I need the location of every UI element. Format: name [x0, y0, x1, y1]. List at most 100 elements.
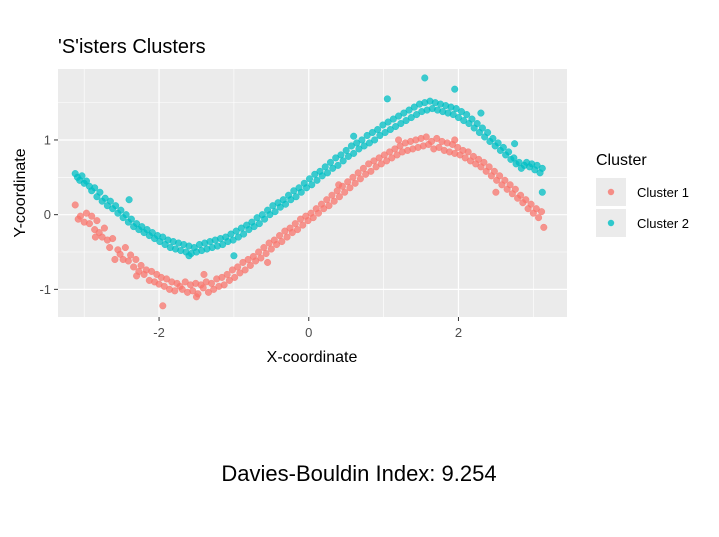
data-point-cluster-2 — [360, 142, 368, 150]
data-point-cluster-1 — [262, 250, 270, 258]
data-point-cluster-1 — [85, 220, 93, 228]
data-point-cluster-1 — [344, 178, 352, 186]
data-point-cluster-1 — [100, 224, 108, 232]
data-point-cluster-1 — [475, 155, 483, 163]
data-point-cluster-1 — [124, 257, 132, 265]
legend-marker-cluster-1 — [607, 188, 615, 196]
data-point-cluster-2 — [297, 188, 305, 196]
data-point-cluster-1 — [354, 169, 362, 177]
data-point-cluster-1 — [506, 181, 514, 189]
data-point-cluster-1 — [234, 263, 242, 271]
data-point-cluster-2 — [321, 163, 329, 171]
data-point-cluster-2 — [457, 108, 465, 116]
data-point-cluster-2 — [250, 223, 258, 231]
data-point-cluster-1 — [264, 258, 272, 266]
data-point-cluster-2 — [122, 211, 130, 219]
data-point-cluster-1 — [148, 267, 156, 275]
data-point-cluster-1 — [435, 143, 443, 151]
data-point-cluster-2 — [477, 109, 485, 117]
data-point-cluster-2 — [350, 149, 358, 157]
data-point-cluster-2 — [318, 172, 326, 180]
data-point-cluster-1 — [160, 282, 168, 290]
data-point-cluster-2 — [451, 85, 459, 93]
data-point-cluster-1 — [496, 172, 504, 180]
data-point-cluster-2 — [365, 139, 373, 147]
data-point-cluster-2 — [494, 139, 502, 147]
data-point-cluster-1 — [225, 276, 233, 284]
data-point-cluster-1 — [362, 170, 370, 178]
data-point-cluster-1 — [341, 188, 349, 196]
data-point-cluster-1 — [517, 191, 525, 199]
data-point-cluster-1 — [349, 173, 357, 181]
data-point-cluster-1 — [231, 273, 239, 281]
data-point-cluster-2 — [334, 161, 342, 169]
data-point-cluster-1 — [283, 233, 291, 241]
data-point-cluster-1 — [540, 223, 548, 231]
data-point-cluster-2 — [287, 196, 295, 204]
legend-marker-cluster-2 — [607, 219, 615, 227]
data-point-cluster-2 — [410, 103, 418, 111]
data-point-cluster-2 — [395, 112, 403, 120]
data-point-cluster-1 — [181, 278, 189, 286]
data-point-cluster-1 — [228, 266, 236, 274]
data-point-cluster-2 — [339, 157, 347, 165]
data-point-cluster-2 — [230, 252, 238, 260]
data-point-cluster-1 — [288, 229, 296, 237]
data-point-cluster-1 — [469, 152, 477, 160]
data-point-cluster-2 — [381, 128, 389, 136]
data-point-cluster-1 — [260, 244, 268, 252]
data-point-cluster-2 — [463, 111, 471, 119]
data-point-cluster-2 — [117, 206, 125, 214]
data-point-cluster-1 — [356, 175, 364, 183]
data-point-cluster-2 — [489, 134, 497, 142]
data-point-cluster-2 — [389, 115, 397, 123]
data-point-cluster-1 — [320, 205, 328, 213]
y-axis-ticks: -1 0 1 — [39, 132, 58, 297]
data-point-cluster-1 — [109, 235, 117, 243]
data-point-cluster-1 — [393, 151, 401, 159]
data-point-cluster-2 — [538, 188, 546, 196]
data-point-cluster-2 — [245, 226, 253, 234]
data-point-cluster-2 — [386, 126, 394, 134]
data-point-cluster-2 — [454, 114, 462, 122]
data-point-cluster-1 — [461, 154, 469, 162]
data-point-cluster-1 — [116, 250, 124, 258]
data-point-cluster-1 — [335, 193, 343, 201]
data-point-cluster-1 — [377, 160, 385, 168]
x-axis-ticks: -2 0 2 — [153, 317, 462, 340]
data-point-cluster-1 — [309, 214, 317, 222]
data-point-cluster-2 — [91, 184, 99, 192]
y-axis-title: Y-coordinate — [12, 148, 29, 237]
data-point-cluster-1 — [492, 188, 500, 196]
data-point-cluster-2 — [538, 164, 546, 172]
data-point-cluster-1 — [210, 285, 218, 293]
data-point-cluster-2 — [125, 196, 133, 204]
data-point-cluster-1 — [464, 148, 472, 156]
y-tick-label: 0 — [44, 207, 51, 222]
data-point-cluster-2 — [478, 124, 486, 132]
data-point-cluster-1 — [241, 266, 249, 274]
davies-bouldin-caption: Davies-Bouldin Index: 9.254 — [221, 461, 496, 486]
data-point-cluster-1 — [451, 136, 459, 144]
data-point-cluster-1 — [365, 160, 373, 168]
data-point-cluster-1 — [480, 158, 488, 166]
data-point-cluster-1 — [538, 208, 546, 216]
data-point-cluster-2 — [266, 211, 274, 219]
y-tick-label: -1 — [39, 282, 51, 297]
data-point-cluster-2 — [329, 164, 337, 172]
data-point-cluster-1 — [278, 238, 286, 246]
chart-title: 'S'isters Clusters — [58, 36, 206, 58]
data-point-cluster-1 — [200, 270, 208, 278]
data-point-cluster-1 — [395, 136, 403, 144]
data-point-cluster-2 — [342, 146, 350, 154]
data-point-cluster-1 — [171, 287, 179, 295]
data-points — [71, 74, 548, 310]
data-point-cluster-2 — [106, 197, 114, 205]
data-point-cluster-2 — [511, 140, 519, 148]
data-point-cluster-1 — [367, 167, 375, 175]
data-point-cluster-2 — [313, 176, 321, 184]
data-point-cluster-1 — [220, 281, 228, 289]
data-point-cluster-2 — [505, 148, 513, 156]
data-point-cluster-2 — [326, 158, 334, 166]
data-point-cluster-2 — [159, 233, 167, 241]
